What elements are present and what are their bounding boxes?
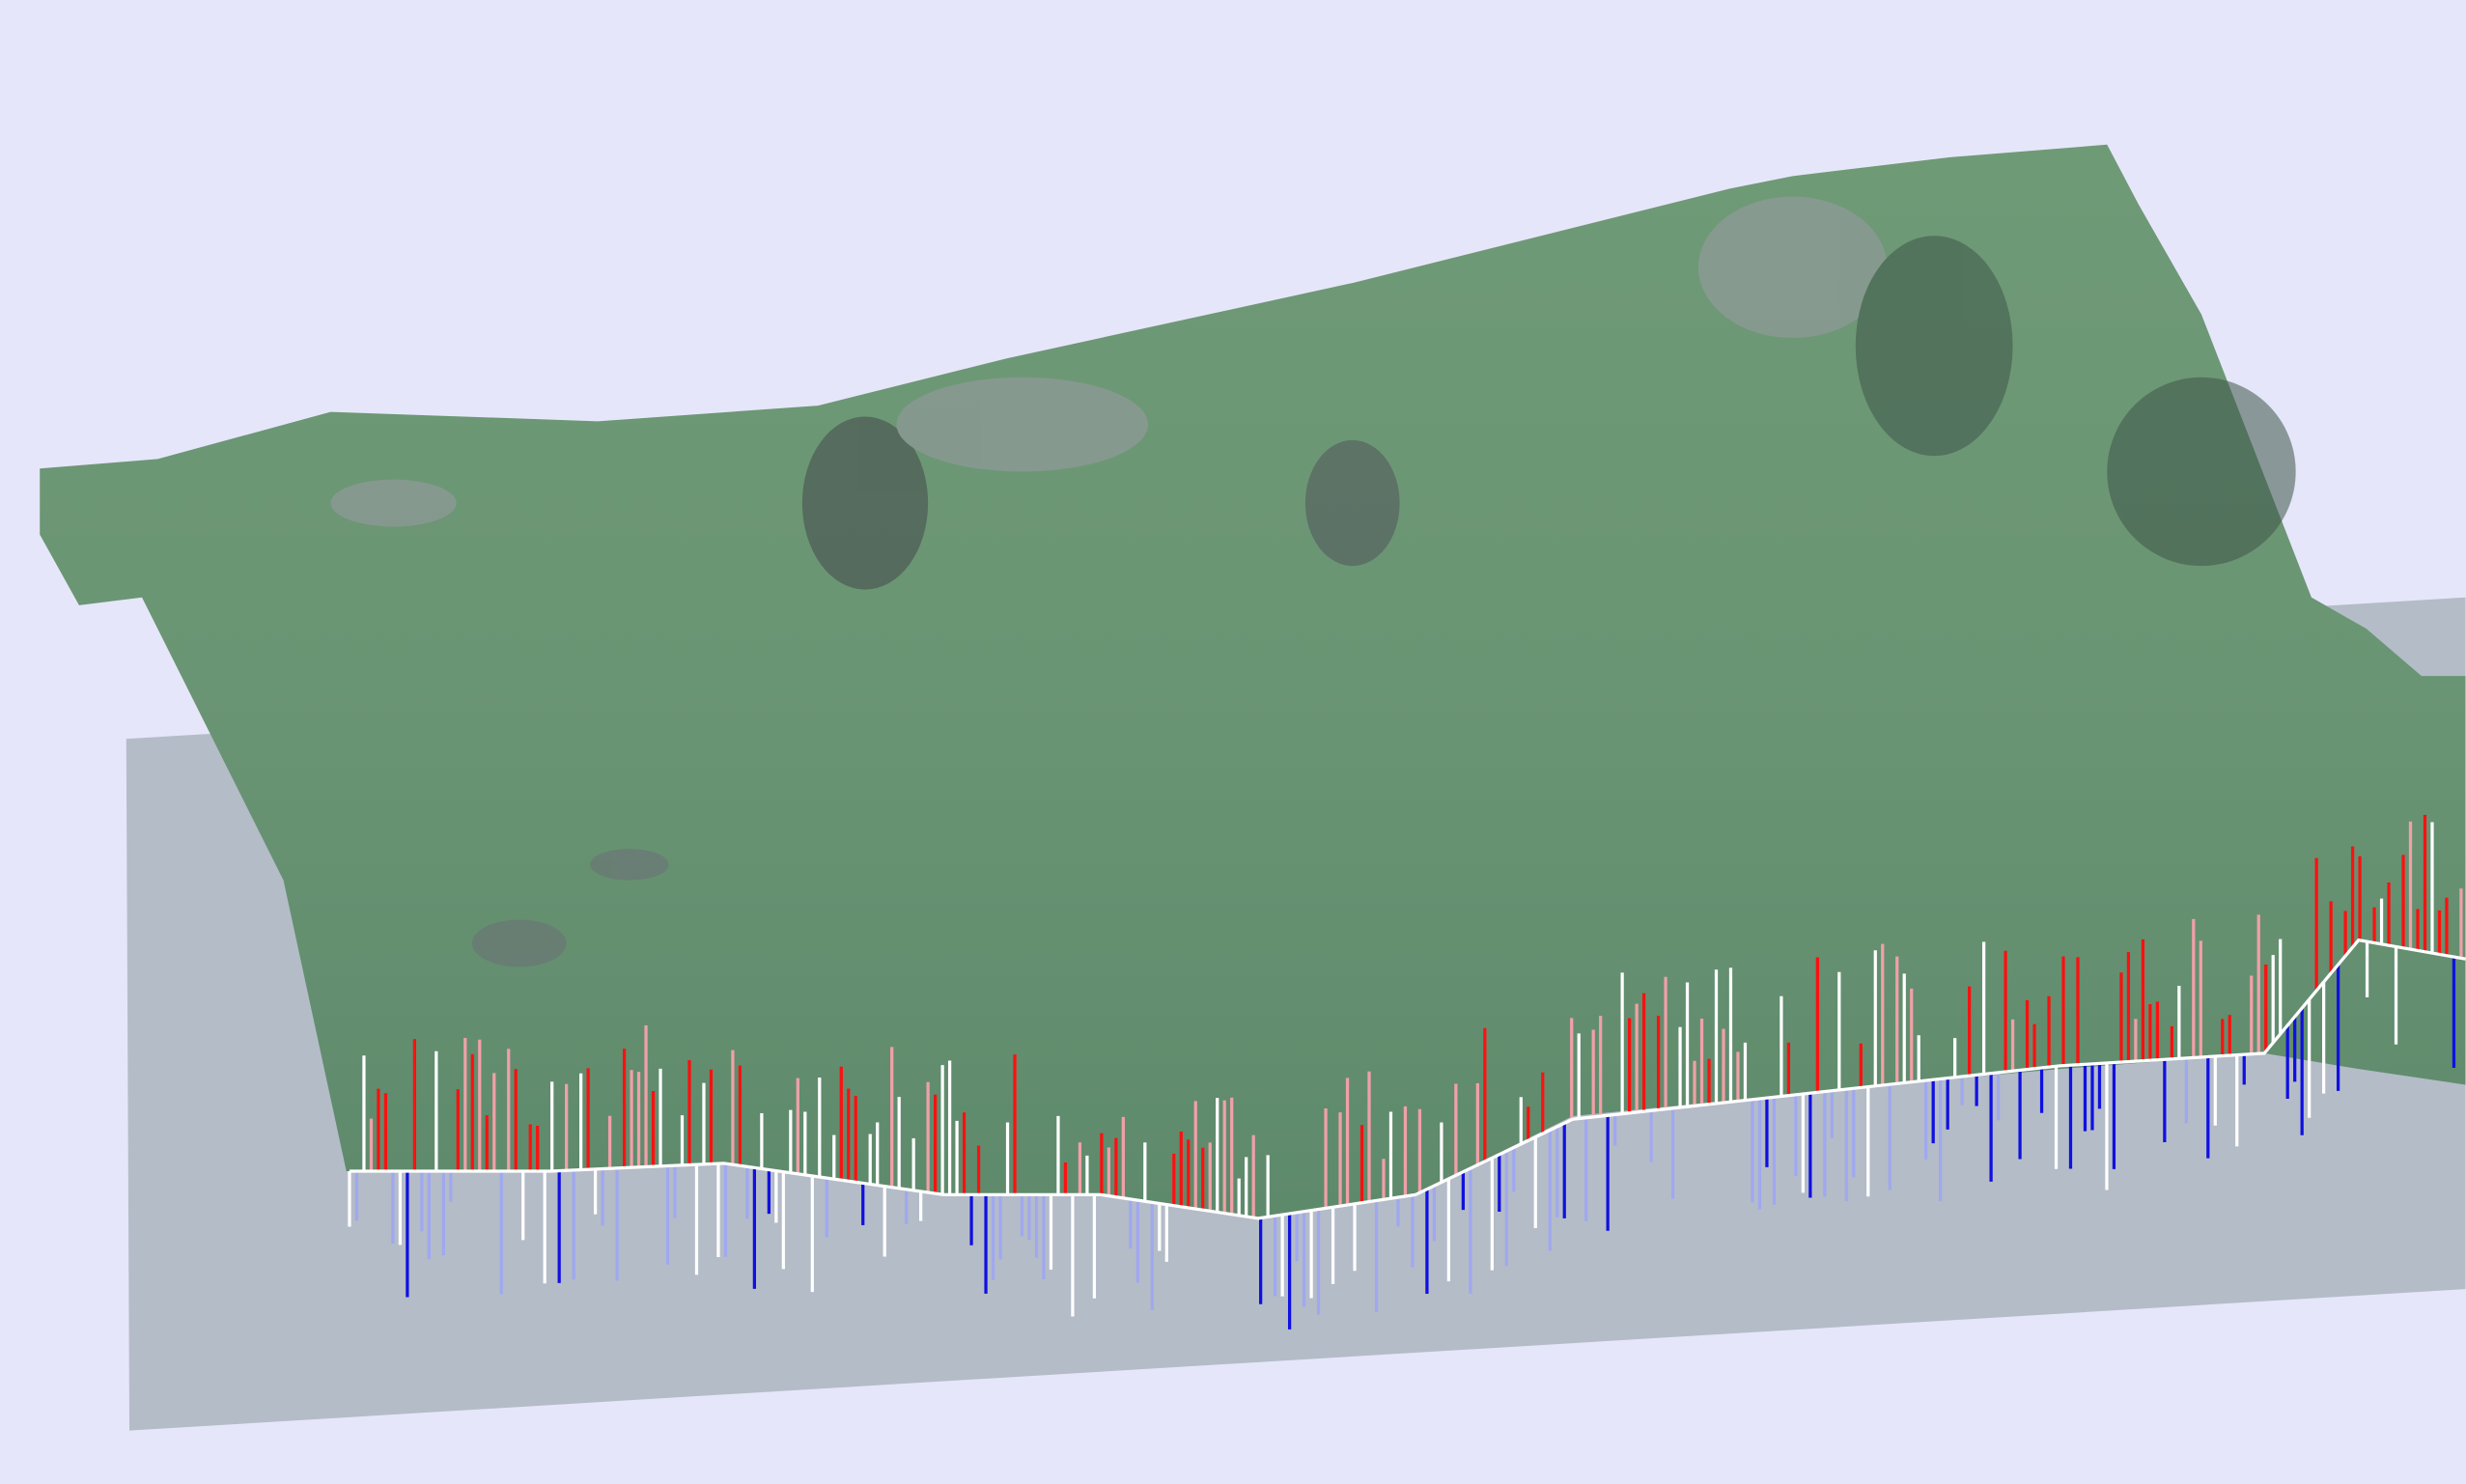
- rock: [330, 479, 457, 527]
- rock: [1304, 439, 1400, 567]
- rock: [590, 849, 669, 881]
- profile-line: [349, 938, 2466, 1220]
- rock: [471, 919, 567, 967]
- rock: [1855, 236, 2013, 457]
- rock-patches: [330, 196, 2296, 967]
- rock: [801, 416, 929, 590]
- rock: [896, 377, 1149, 472]
- rock: [2107, 377, 2296, 567]
- rock: [1697, 196, 1888, 339]
- terrain-surface: [40, 144, 2466, 1218]
- bar-group: [348, 815, 2463, 1330]
